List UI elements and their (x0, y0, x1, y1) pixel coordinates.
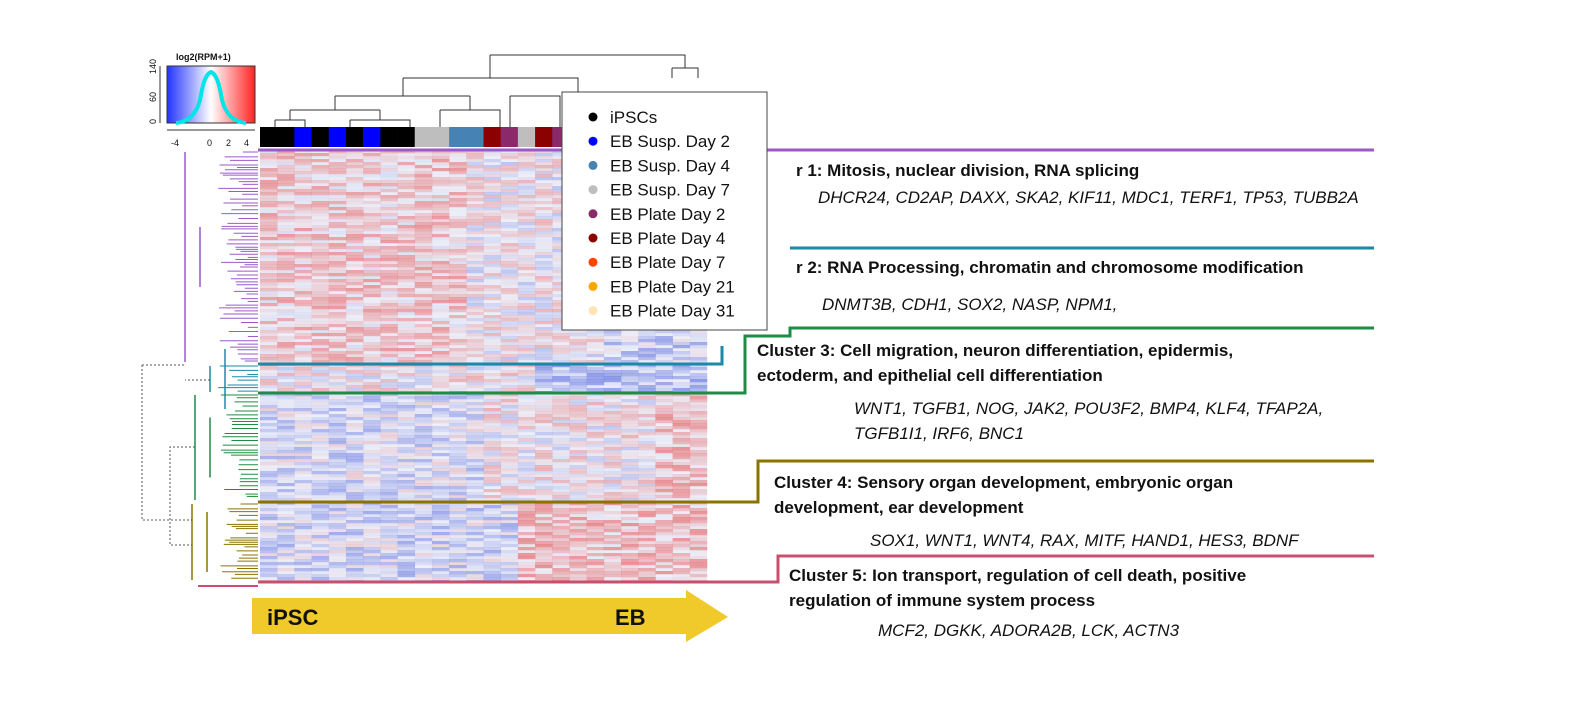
cluster-3-title: Cluster 3: Cell migration, neuron differ… (757, 341, 1234, 385)
arrow-end-label: EB (615, 605, 646, 630)
cluster-3-line (258, 326, 1374, 395)
sample-strip-cell (277, 127, 295, 147)
sample-strip-cell (311, 127, 330, 147)
color-key-xtick-4: 4 (244, 138, 249, 148)
legend-dot (588, 185, 598, 195)
sample-strip-cell (345, 127, 364, 147)
color-key-title: log2(RPM+1) (176, 52, 231, 62)
color-key-density-curve (175, 69, 247, 125)
legend-dot (588, 281, 598, 291)
legend-label: iPSCs (610, 108, 657, 127)
legend-label: EB Susp. Day 7 (610, 181, 730, 200)
legend-dot (588, 160, 598, 170)
legend-dot (588, 112, 598, 122)
legend-label: EB Plate Day 21 (610, 277, 735, 296)
color-key: log2(RPM+1) 0 60 140 -4 0 2 4 (148, 52, 256, 148)
sample-strip-cell (500, 127, 519, 147)
sample-strip-cell (517, 127, 536, 147)
cluster-5-title: Cluster 5: Ion transport, regulation of … (789, 566, 1247, 610)
color-key-xtick-neg4: -4 (171, 138, 179, 148)
legend-dot (588, 136, 598, 146)
legend-label: EB Plate Day 2 (610, 205, 725, 224)
cluster-1-genes: DHCR24, CD2AP, DAXX, SKA2, KIF11, MDC1, … (818, 188, 1359, 207)
sample-strip-cell (294, 127, 312, 147)
sample-strip-cell (328, 127, 347, 147)
sample-legend: iPSCs EB Susp. Day 2 EB Susp. Day 4 EB Susp… (561, 91, 768, 331)
sample-strip-cell (363, 127, 381, 147)
legend-label: EB Plate Day 31 (610, 302, 735, 321)
cluster-2-genes: DNMT3B, CDH1, SOX2, NASP, NPM1, (822, 295, 1118, 314)
legend-label: EB Susp. Day 2 (610, 132, 730, 151)
sample-strip-cell (414, 127, 433, 147)
sample-strip-cell (449, 127, 467, 147)
sample-strip-cell (466, 127, 484, 147)
sample-strip-cell (535, 127, 553, 147)
sample-strip-cell (397, 127, 416, 147)
legend-dot (588, 209, 598, 219)
legend-dot (588, 306, 598, 316)
color-key-ytick-140: 140 (148, 59, 158, 74)
color-key-ytick-0: 0 (148, 119, 158, 124)
cluster-1-title: r 1: Mitosis, nuclear division, RNA spli… (796, 161, 1140, 180)
color-key-gradient (166, 65, 256, 124)
legend-dot (588, 233, 598, 243)
cluster-2-title: r 2: RNA Processing, chromatin and chrom… (796, 258, 1304, 277)
color-key-xtick-0: 0 (207, 138, 212, 148)
cluster-separators (258, 148, 1374, 584)
cluster-4-title: Cluster 4: Sensory organ development, em… (774, 473, 1234, 517)
row-dendrogram (141, 151, 258, 587)
sample-strip-cell (483, 127, 501, 147)
arrow-start-label: iPSC (267, 605, 319, 630)
cluster-5-line (258, 554, 1374, 584)
sample-strip-cell (380, 127, 398, 147)
color-key-xtick-2: 2 (226, 138, 231, 148)
sample-strip-cell (260, 127, 278, 147)
column-dendrogram (274, 54, 699, 128)
cluster-4-genes: SOX1, WNT1, WNT4, RAX, MITF, HAND1, HES3… (870, 531, 1299, 550)
cluster-3-genes: WNT1, TGFB1, NOG, JAK2, POU3F2, BMP4, KL… (854, 399, 1324, 443)
sample-strip-cell (431, 127, 450, 147)
color-key-ytick-60: 60 (148, 92, 158, 102)
legend-dot (588, 257, 598, 267)
cluster-2-line (258, 246, 1374, 366)
cluster-4-line (258, 459, 1374, 504)
legend-label: EB Susp. Day 4 (610, 156, 730, 175)
legend-label: EB Plate Day 7 (610, 253, 725, 272)
direction-arrow (252, 590, 728, 642)
legend-label: EB Plate Day 4 (610, 229, 725, 248)
cluster-5-genes: MCF2, DGKK, ADORA2B, LCK, ACTN3 (878, 621, 1180, 640)
